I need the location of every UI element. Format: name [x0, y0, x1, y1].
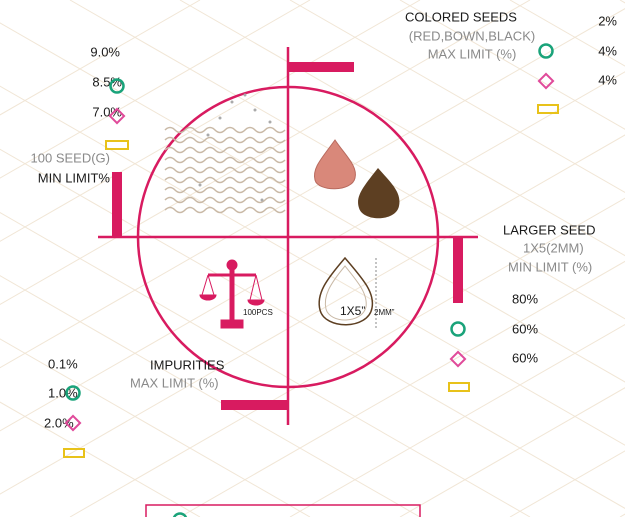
wave	[165, 208, 285, 213]
title: 100 SEED(G)	[31, 150, 110, 165]
dot	[244, 94, 247, 97]
title: COLORED SEEDS	[405, 9, 517, 24]
rect-icon	[449, 383, 469, 391]
wave	[165, 138, 285, 143]
dot	[231, 101, 234, 104]
value: 2.0%	[44, 415, 74, 430]
dot	[219, 117, 222, 120]
title: IMPURITIES	[150, 357, 225, 372]
limit: MAX LIMIT (%)	[428, 46, 517, 61]
pattern-line	[620, 0, 625, 517]
wave	[165, 178, 285, 183]
dot	[254, 109, 257, 112]
size-unit: 2MM”	[374, 308, 395, 317]
legend-box	[146, 505, 420, 517]
circle-icon	[452, 323, 465, 336]
brown-seed	[358, 168, 399, 218]
wave	[165, 188, 285, 193]
value: 7.0%	[92, 104, 122, 119]
dot	[269, 121, 272, 124]
limit: MAX LIMIT (%)	[130, 375, 219, 390]
pattern-line	[0, 0, 530, 517]
subtitle: 1X5(2MM)	[523, 240, 584, 255]
wave	[165, 168, 285, 173]
pattern-line	[620, 0, 625, 517]
dot	[207, 134, 210, 137]
rect-icon	[106, 141, 128, 149]
value: 80%	[512, 291, 538, 306]
dot	[261, 199, 264, 202]
subtitle: (RED,BOWN,BLACK)	[409, 28, 535, 43]
value: 0.1%	[48, 356, 78, 371]
bar	[221, 400, 288, 410]
limit: MIN LIMIT (%)	[508, 259, 592, 274]
bar	[288, 62, 354, 72]
title: LARGER SEED	[503, 222, 595, 237]
value: 60%	[512, 321, 538, 336]
pattern-line	[0, 0, 420, 517]
count-label: 100PCS	[243, 308, 273, 317]
bar	[453, 237, 463, 303]
infographic: 100PCS 1X5” 2MM” COLORED SEEDS (RED,BOWN…	[0, 0, 625, 517]
value: 60%	[512, 350, 538, 365]
red-seed	[314, 140, 355, 189]
wave	[165, 198, 285, 203]
pattern-line	[0, 0, 310, 517]
pattern-line	[0, 0, 420, 517]
bar	[112, 172, 122, 237]
wave	[165, 158, 285, 163]
value: 4%	[598, 43, 617, 58]
value: 2%	[598, 13, 617, 28]
wave-icon	[165, 94, 285, 213]
value: 9.0%	[90, 44, 120, 59]
limit: MIN LIMIT%	[38, 170, 111, 185]
size-label: 1X5”	[340, 304, 365, 318]
dot	[199, 184, 202, 187]
value: 4%	[598, 72, 617, 87]
pattern-line	[0, 0, 310, 517]
value: 8.5%	[92, 74, 122, 89]
